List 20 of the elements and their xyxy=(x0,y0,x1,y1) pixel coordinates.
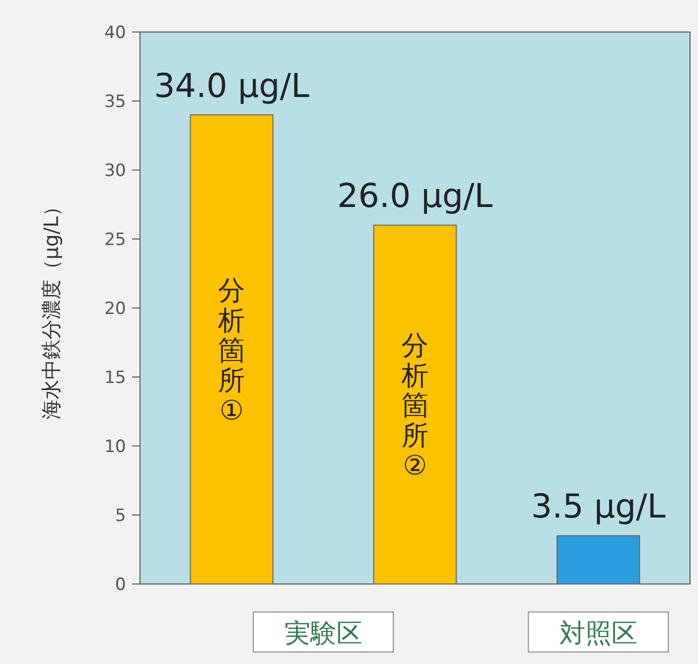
text: 実験区 xyxy=(284,619,362,649)
x-tick-label: 分析箇所② xyxy=(400,330,428,482)
data-label: 26.0 μg/L xyxy=(337,176,494,216)
y-tick-label: 40 xyxy=(104,23,126,43)
data-label: 34.0 μg/L xyxy=(154,66,310,105)
x-tick-label: 分析箇所① xyxy=(217,275,246,426)
data-label: 3.5 μg/L xyxy=(531,486,666,526)
y-tick-label: 30 xyxy=(104,161,126,181)
bar xyxy=(190,114,274,584)
y-tick-label: 20 xyxy=(104,299,126,319)
y-tick-label: 35 xyxy=(104,92,126,112)
y-tick-label: 10 xyxy=(104,437,126,457)
y-axis-title: 海水中鉄分濃度（μg/L） xyxy=(39,196,63,420)
y-tick-label: 0 xyxy=(115,575,126,595)
bar xyxy=(373,224,457,584)
y-tick-label: 5 xyxy=(115,506,126,526)
y-tick-label: 15 xyxy=(104,368,126,388)
y-tick-label: 25 xyxy=(104,230,126,250)
bar xyxy=(556,535,640,584)
text: 対照区 xyxy=(559,619,638,649)
